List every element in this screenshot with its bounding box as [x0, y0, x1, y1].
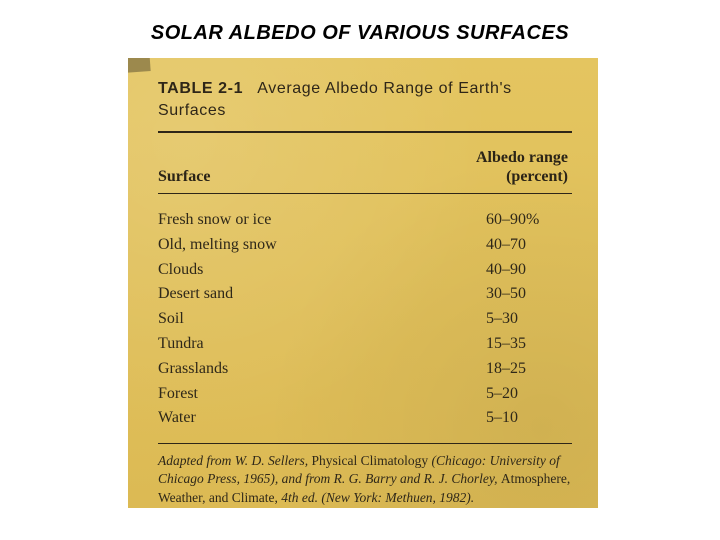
credit-src1-title: Physical Climatology — [312, 453, 429, 468]
table-row: Old, melting snow 40–70 — [158, 233, 572, 258]
table-row: Water 5–10 — [158, 406, 572, 431]
table-caption: TABLE 2-1 Average Albedo Range of Earth'… — [158, 78, 572, 121]
cell-range: 60–90% — [486, 208, 572, 233]
source-credit: Adapted from W. D. Sellers, Physical Cli… — [158, 452, 572, 507]
cell-surface: Water — [158, 406, 196, 431]
column-header-albedo: Albedo range (percent) — [476, 149, 568, 186]
table-row: Tundra 15–35 — [158, 332, 572, 357]
table-row: Forest 5–20 — [158, 382, 572, 407]
page: SOLAR ALBEDO OF VARIOUS SURFACES TABLE 2… — [0, 0, 720, 540]
heavy-rule — [158, 131, 572, 133]
cell-range: 15–35 — [486, 332, 572, 357]
cell-surface: Soil — [158, 307, 184, 332]
thin-rule-top — [158, 193, 572, 194]
credit-src2-tail: 4th ed. (New York: Methuen, 1982). — [281, 490, 474, 505]
cell-surface: Old, melting snow — [158, 233, 277, 258]
table-row: Grasslands 18–25 — [158, 357, 572, 382]
cell-range: 40–70 — [486, 233, 572, 258]
column-header-albedo-line2: (percent) — [506, 168, 568, 185]
page-title: SOLAR ALBEDO OF VARIOUS SURFACES — [0, 22, 720, 45]
cell-surface: Tundra — [158, 332, 204, 357]
cell-range: 40–90 — [486, 258, 572, 283]
table-number: TABLE 2-1 — [158, 80, 243, 97]
thin-rule-bottom — [158, 443, 572, 444]
scanned-table-panel: TABLE 2-1 Average Albedo Range of Earth'… — [128, 58, 598, 508]
table-row: Desert sand 30–50 — [158, 282, 572, 307]
cell-surface: Fresh snow or ice — [158, 208, 271, 233]
cell-surface: Forest — [158, 382, 198, 407]
cell-range: 5–30 — [486, 307, 572, 332]
credit-lead: Adapted from W. D. Sellers, — [158, 453, 308, 468]
cell-range: 5–10 — [486, 406, 572, 431]
table-row: Fresh snow or ice 60–90% — [158, 208, 572, 233]
cell-range: 18–25 — [486, 357, 572, 382]
cell-surface: Clouds — [158, 258, 203, 283]
column-headers: Surface Albedo range (percent) — [158, 149, 572, 190]
cell-range: 5–20 — [486, 382, 572, 407]
table-body: Fresh snow or ice 60–90% Old, melting sn… — [158, 208, 572, 431]
table-row: Clouds 40–90 — [158, 258, 572, 283]
cell-surface: Grasslands — [158, 357, 228, 382]
cell-surface: Desert sand — [158, 282, 233, 307]
cell-range: 30–50 — [486, 282, 572, 307]
table-row: Soil 5–30 — [158, 307, 572, 332]
column-header-albedo-line1: Albedo range — [476, 149, 568, 166]
column-header-surface: Surface — [158, 168, 210, 186]
